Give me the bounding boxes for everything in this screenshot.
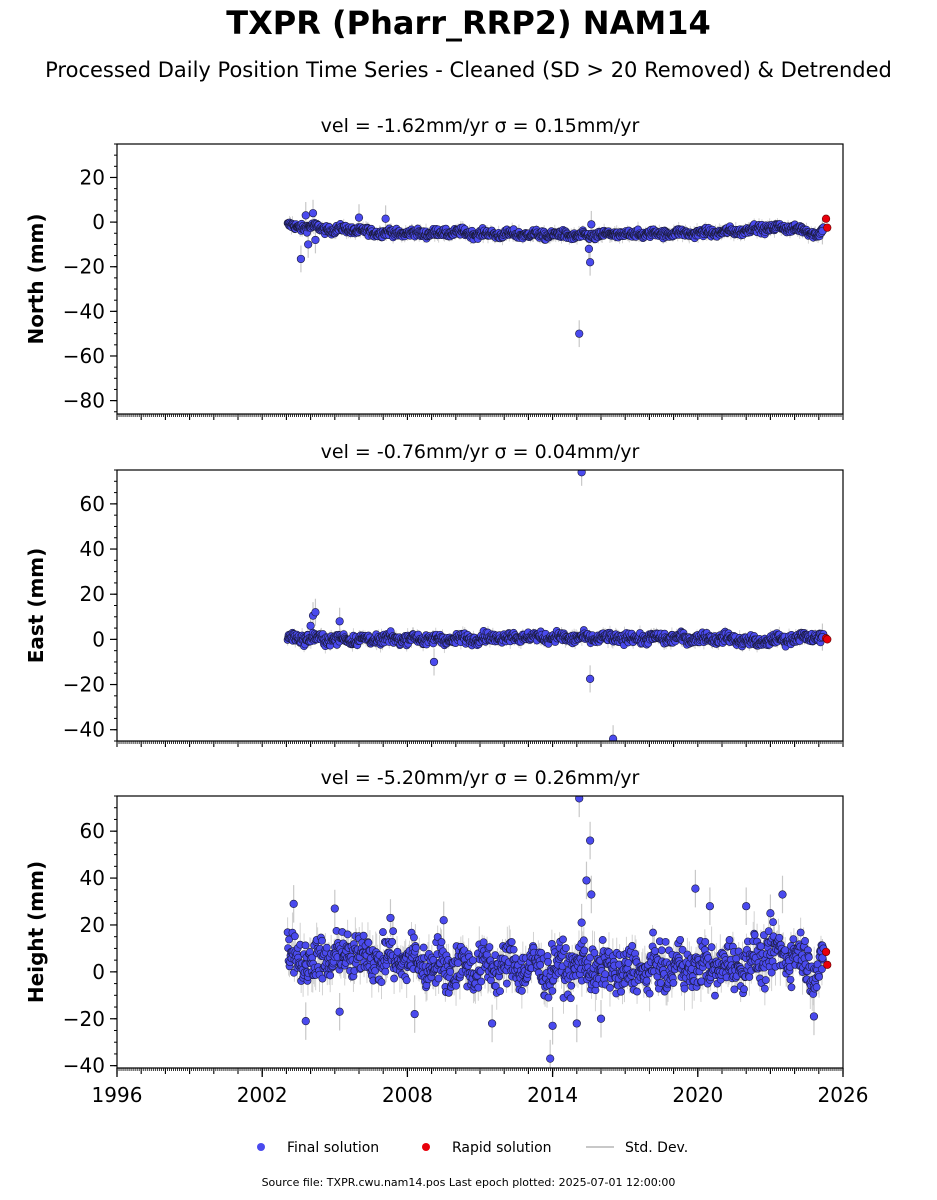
final-point (379, 928, 387, 936)
y-tick-label: 0 (92, 210, 105, 234)
north-stddev-bars (287, 199, 824, 348)
final-point (318, 974, 327, 983)
final-outlier-point (311, 608, 320, 617)
rapid-point (821, 214, 831, 223)
final-point (301, 941, 310, 950)
east-plot-area (283, 470, 832, 741)
y-tick-label: −80 (63, 389, 105, 413)
final-outlier-point (587, 220, 596, 229)
final-point (393, 947, 402, 956)
final-point (389, 927, 398, 936)
subtitle: Processed Daily Position Time Series - C… (45, 58, 892, 82)
east-rapid-points (821, 634, 832, 644)
final-outlier-point (584, 244, 594, 253)
y-tick-label: 20 (80, 582, 105, 606)
final-outlier-point (577, 470, 586, 477)
east-panel: vel = -0.76mm/yr σ = 0.04mm/yr East (mm) 6… (24, 441, 844, 747)
north-plot-area (283, 199, 832, 348)
height-plot-area (283, 796, 832, 1068)
east-stddev-bars (287, 470, 824, 741)
height-panel: vel = -5.20mm/yr σ = 0.26mm/yr Height (mm… (24, 767, 868, 1107)
y-tick-label: 0 (92, 627, 105, 651)
final-point (390, 974, 398, 983)
main-title: TXPR (Pharr_RRP2) NAM14 (226, 4, 711, 42)
final-point (290, 932, 299, 941)
final-point (381, 967, 390, 976)
north-rapid-points (821, 214, 832, 232)
height-panel-title: vel = -5.20mm/yr σ = 0.26mm/yr (321, 767, 640, 789)
north-panel-title: vel = -1.62mm/yr σ = 0.15mm/yr (321, 115, 640, 137)
y-tick-label: 40 (80, 537, 105, 561)
final-outlier-point (429, 657, 439, 667)
final-point (364, 938, 373, 947)
final-point (388, 938, 397, 946)
final-point (343, 930, 352, 939)
final-outlier-point (301, 211, 310, 220)
final-outlier-point (354, 213, 364, 222)
final-point (318, 936, 326, 945)
y-tick-label: −60 (63, 344, 105, 368)
east-final-points (283, 470, 828, 741)
final-outlier-point (335, 617, 344, 626)
final-point (326, 971, 335, 980)
final-outlier-point (308, 209, 318, 218)
height-stddev-bars (287, 796, 824, 1068)
y-tick-label: −40 (63, 718, 105, 742)
north-axes-frame (116, 143, 844, 415)
y-tick-label: 60 (80, 492, 105, 516)
final-point (285, 935, 293, 944)
east-panel-title: vel = -0.76mm/yr σ = 0.04mm/yr (321, 441, 640, 463)
east-axes-frame (116, 469, 844, 742)
y-tick-label: −20 (63, 673, 105, 697)
height-final-points (283, 796, 828, 1063)
final-outlier-point (306, 621, 315, 630)
final-outlier-point (304, 240, 313, 249)
east-ylabel: East (mm) (24, 548, 48, 664)
north-ylabel: North (mm) (24, 213, 48, 344)
final-outlier-point (296, 254, 306, 264)
final-outlier-point (381, 214, 390, 223)
y-tick-label: −40 (63, 299, 105, 323)
y-tick-label: 20 (80, 165, 105, 189)
rapid-point (823, 223, 832, 232)
final-point (322, 943, 331, 952)
final-outlier-point (586, 674, 595, 683)
final-outlier-point (311, 235, 320, 245)
final-outlier-point (609, 734, 618, 741)
north-final-points (283, 209, 828, 338)
final-point (377, 978, 386, 987)
height-ylabel: Height (mm) (24, 861, 48, 1003)
final-point (371, 966, 380, 975)
final-outlier-point (575, 329, 584, 338)
y-tick-label: −20 (63, 255, 105, 279)
rapid-point (823, 635, 832, 644)
final-point (359, 931, 368, 940)
north-panel: vel = -1.62mm/yr σ = 0.15mm/yr North (mm)… (24, 115, 844, 420)
final-outlier-point (586, 258, 595, 267)
